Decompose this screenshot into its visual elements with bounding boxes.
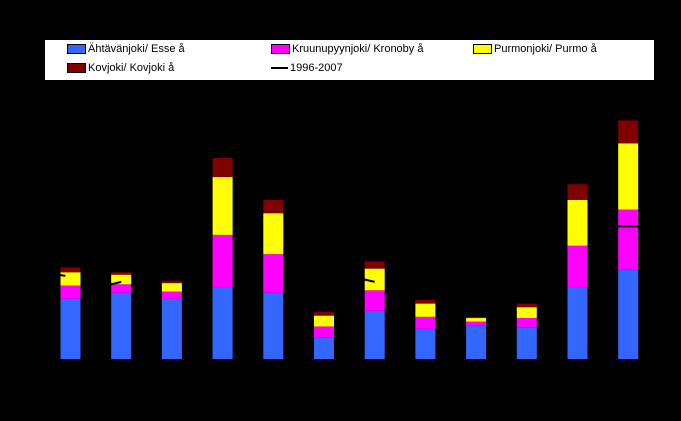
bar-segment-4-2: [111, 272, 132, 275]
bar-segment-4-10: [516, 303, 537, 308]
legend-swatch-purmo: [473, 44, 492, 54]
bar-segment-4-6: [314, 312, 334, 316]
legend-label-purmo: Purmonjoki/ Purmo å: [494, 43, 597, 55]
bar-segment-4-5: [263, 199, 284, 214]
bar-segment-4-8: [415, 299, 436, 304]
average-line-segment-1: [50, 272, 66, 277]
bar-segment-3-3: [161, 283, 182, 292]
legend-item-esse: Ähtävänjoki/ Esse å: [67, 43, 185, 55]
bar-segment-3-10: [516, 307, 537, 319]
legend-label-average: 1996-2007: [290, 62, 343, 74]
bar-segment-2-11: [567, 245, 588, 288]
bar-segment-1-9: [466, 325, 487, 359]
bar-segment-2-4: [212, 234, 233, 288]
bar-segment-1-6: [314, 337, 334, 359]
bar-segment-3-9: [466, 318, 487, 322]
bar-segment-1-4: [212, 287, 233, 359]
bar-segment-3-6: [314, 315, 334, 327]
bar-segment-4-11: [567, 184, 588, 200]
bar-segment-2-10: [516, 318, 537, 328]
legend-item-purmo: Purmonjoki/ Purmo å: [473, 43, 597, 55]
average-line-segment-4: [602, 225, 669, 232]
legend-swatch-esse: [67, 44, 86, 54]
bar-segment-3-7: [364, 268, 385, 291]
bar-segment-2-7: [364, 290, 385, 311]
bar-segment-4-4: [212, 157, 233, 178]
bar-segment-1-5: [263, 292, 284, 359]
bar-segment-2-2: [111, 284, 132, 293]
bar-segment-4-7: [364, 261, 385, 269]
bar-segment-4-3: [161, 280, 182, 284]
bar-segment-3-11: [567, 199, 588, 246]
average-line-segment-3: [349, 272, 375, 283]
legend-line-average: [271, 67, 288, 69]
bar-segment-4-9: [466, 316, 487, 319]
legend: Ähtävänjoki/ Esse å Kruunupyynjoki/ Kron…: [45, 40, 654, 80]
bar-segment-1-3: [161, 298, 182, 359]
bar-segment-2-9: [466, 321, 487, 326]
bar-segment-2-3: [161, 291, 182, 299]
legend-item-kovjoki: Kovjoki/ Kovjoki å: [67, 62, 174, 74]
bar-segment-1-8: [415, 328, 436, 359]
bar-segment-4-1: [60, 267, 81, 273]
bar-segment-3-5: [263, 213, 284, 255]
bar-segment-1-1: [60, 298, 81, 359]
legend-swatch-kronoby: [271, 44, 290, 54]
legend-item-kronoby: Kruunupyynjoki/ Kronoby å: [271, 43, 423, 55]
bar-segment-1-10: [516, 327, 537, 359]
legend-label-kovjoki: Kovjoki/ Kovjoki å: [88, 62, 175, 74]
bar-segment-2-5: [263, 254, 284, 293]
bar-segment-1-11: [567, 287, 588, 359]
bar-segment-3-8: [415, 303, 436, 317]
average-line-segment-2: [100, 279, 122, 286]
bar-segment-3-2: [111, 274, 132, 285]
bar-segment-2-6: [314, 326, 334, 338]
bar-segment-2-8: [415, 316, 436, 329]
bar-segment-1-12: [618, 269, 639, 359]
legend-item-average-line: 1996-2007: [271, 62, 343, 74]
bar-segment-3-1: [60, 272, 81, 286]
bar-segment-2-1: [60, 285, 81, 299]
bar-segment-3-4: [212, 177, 233, 235]
bar-segment-2-12: [618, 209, 639, 270]
legend-label-kronoby: Kruunupyynjoki/ Kronoby å: [292, 43, 424, 55]
bar-segment-4-12: [618, 120, 639, 144]
bar-segment-3-12: [618, 143, 639, 210]
bar-segment-1-2: [111, 292, 132, 359]
bar-segment-1-7: [364, 310, 385, 359]
legend-label-esse: Ähtävänjoki/ Esse å: [88, 43, 185, 55]
legend-swatch-kovjoki: [67, 63, 86, 73]
